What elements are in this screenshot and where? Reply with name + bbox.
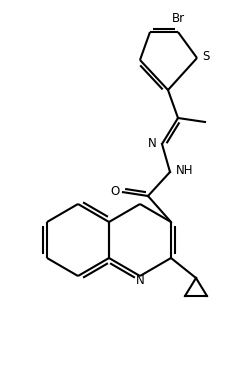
Text: O: O (110, 185, 119, 197)
Text: NH: NH (175, 163, 193, 176)
Text: N: N (135, 274, 144, 286)
Text: S: S (201, 50, 208, 63)
Text: N: N (148, 136, 156, 149)
Text: Br: Br (171, 11, 184, 24)
